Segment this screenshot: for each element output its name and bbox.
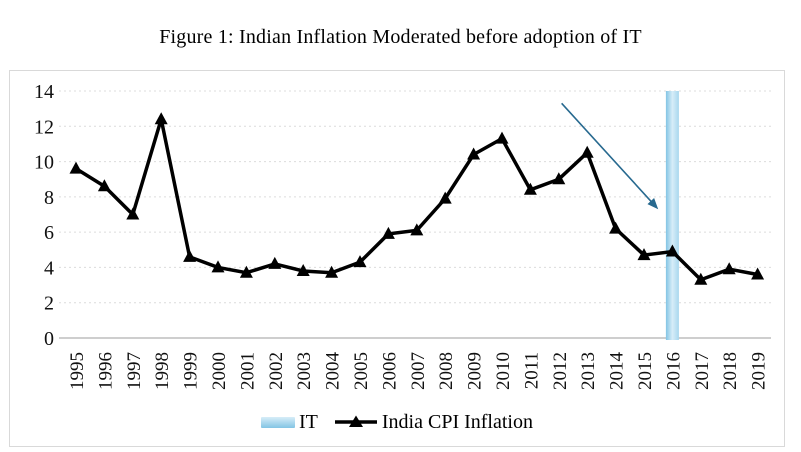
data-point-marker-1999	[183, 249, 197, 262]
trend-arrow-head	[647, 198, 659, 210]
x-tick-label-1998: 1998	[152, 352, 173, 390]
cpi-line-triangle-swatch	[334, 415, 377, 427]
y-tick-label-0: 0	[44, 328, 54, 350]
x-tick-label-2006: 2006	[379, 352, 400, 390]
legend-triangle-marker	[348, 415, 363, 427]
data-point-marker-2009	[467, 147, 481, 160]
x-tick-label-2013: 2013	[578, 352, 599, 390]
chart-legend: IT India CPI Inflation	[10, 407, 784, 437]
x-tick-label-2004: 2004	[323, 352, 344, 391]
chart-box: 0 2 4 6 8 10 12 14 1995 1996 1997 1998 1999 2000 2001 2…	[9, 70, 785, 447]
data-point-marker-1998	[154, 112, 168, 125]
data-point-marker-2000	[211, 260, 225, 273]
data-point-marker-2014	[609, 221, 623, 234]
data-point-marker-1997	[126, 207, 140, 220]
x-tick-label-2012: 2012	[550, 352, 571, 390]
x-tick-label-2016: 2016	[663, 352, 684, 390]
data-point-marker-2011	[523, 182, 537, 195]
y-tick-label-2: 2	[44, 293, 54, 315]
x-tick-label-2005: 2005	[351, 352, 372, 390]
x-tick-label-2019: 2019	[749, 352, 770, 390]
cpi-legend-label: India CPI Inflation	[381, 410, 533, 433]
x-tick-label-2010: 2010	[493, 352, 514, 390]
x-tick-label-2007: 2007	[408, 352, 429, 390]
it-legend-label: IT	[299, 410, 318, 433]
x-tick-label-1999: 1999	[181, 352, 202, 390]
y-tick-label-8: 8	[44, 187, 54, 209]
cpi-inflation-line	[75, 118, 758, 282]
x-tick-label-1997: 1997	[124, 352, 145, 390]
x-tick-label-2018: 2018	[720, 352, 741, 390]
y-tick-label-10: 10	[34, 152, 54, 174]
data-point-marker-2013	[580, 145, 594, 158]
x-tick-label-2001: 2001	[237, 352, 258, 390]
x-tick-label-2017: 2017	[692, 352, 713, 390]
x-tick-label-2002: 2002	[266, 352, 287, 390]
x-tick-label-2014: 2014	[607, 352, 628, 391]
data-point-marker-2005	[353, 255, 367, 268]
data-point-marker-2004	[325, 265, 339, 278]
data-point-marker-2019	[751, 267, 765, 280]
data-point-marker-2010	[495, 131, 509, 144]
x-tick-label-1995: 1995	[67, 352, 88, 390]
it-adoption-band	[665, 91, 679, 340]
x-tick-label-2015: 2015	[635, 352, 656, 390]
figure-title: Figure 1: Indian Inflation Moderated bef…	[159, 26, 642, 48]
data-point-marker-1995	[69, 161, 83, 174]
data-point-marker-2016	[665, 244, 679, 257]
y-tick-label-6: 6	[44, 222, 54, 244]
legend-item-it: IT	[261, 411, 318, 434]
x-tick-label-2003: 2003	[294, 352, 315, 390]
trend-arrow-shaft	[561, 102, 653, 204]
y-tick-label-4: 4	[44, 257, 54, 279]
y-tick-label-12: 12	[34, 116, 54, 138]
data-point-marker-2002	[268, 256, 282, 269]
x-tick-label-2008: 2008	[436, 352, 457, 390]
data-point-marker-1996	[97, 179, 111, 192]
x-tick-label-2000: 2000	[209, 352, 230, 390]
data-point-marker-2008	[438, 191, 452, 204]
data-point-marker-2007	[410, 223, 424, 236]
data-point-marker-2001	[239, 265, 253, 278]
data-point-marker-2003	[296, 263, 310, 276]
data-point-marker-2017	[694, 272, 708, 285]
x-tick-label-2009: 2009	[465, 352, 486, 390]
data-point-marker-2012	[552, 172, 566, 185]
it-band-swatch	[261, 416, 295, 428]
data-point-marker-2006	[381, 226, 395, 239]
y-tick-label-14: 14	[34, 81, 54, 103]
x-tick-label-1996: 1996	[95, 352, 116, 390]
legend-item-cpi: India CPI Inflation	[334, 411, 533, 434]
inflation-line-chart: 0 2 4 6 8 10 12 14 1995 1996 1997 1998 1999 2000 2001 2…	[34, 81, 771, 391]
data-point-marker-2015	[637, 248, 651, 261]
x-tick-label-2011: 2011	[521, 352, 542, 389]
data-point-marker-2018	[722, 262, 736, 275]
